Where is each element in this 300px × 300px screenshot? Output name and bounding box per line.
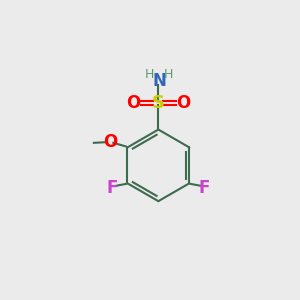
Text: H: H <box>164 68 173 81</box>
Text: F: F <box>199 179 210 197</box>
Text: F: F <box>107 179 118 197</box>
Text: O: O <box>127 94 141 112</box>
Text: O: O <box>103 133 117 151</box>
Text: O: O <box>176 94 190 112</box>
Text: S: S <box>152 94 165 112</box>
Text: H: H <box>145 68 154 81</box>
Text: N: N <box>153 72 166 90</box>
